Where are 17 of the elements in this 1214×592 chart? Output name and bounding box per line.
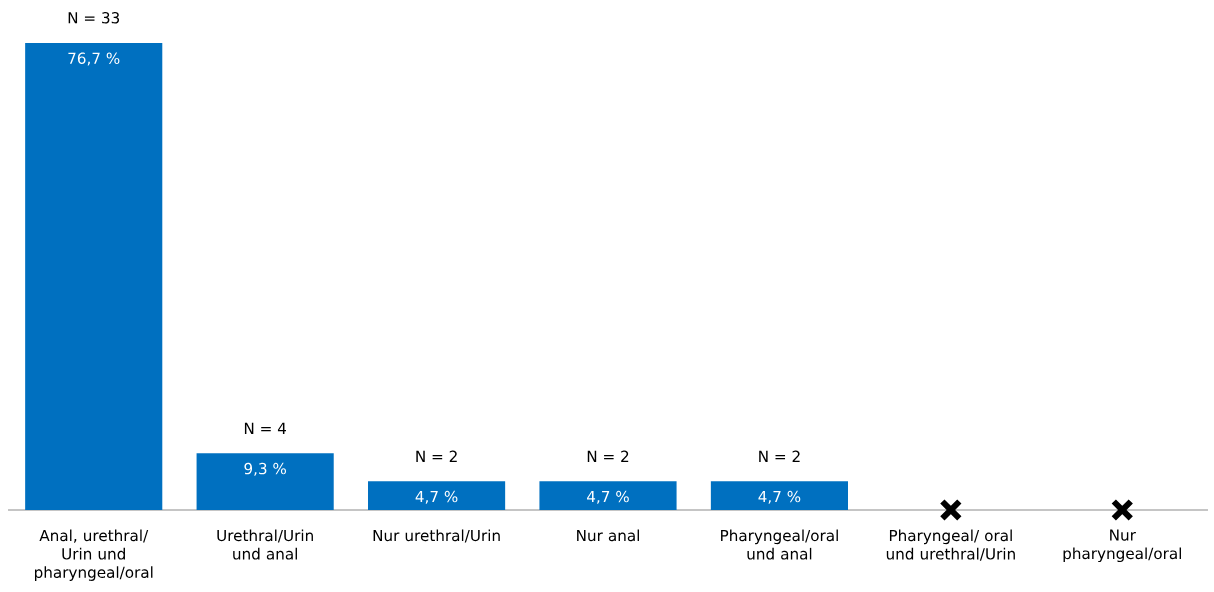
annotation: N = 2 (759, 450, 800, 462)
x-tick-label: Nur urethral/Urin (373, 529, 500, 543)
data-label: 4,7 % (587, 490, 629, 504)
x-tick-label: Anal, urethral/ Urin und pharyngeal/oral (34, 529, 153, 581)
x-tick-label: Pharyngeal/oral und anal (721, 529, 838, 560)
data-label: 76,7 % (68, 52, 120, 66)
data-label: 4,7 % (758, 490, 801, 504)
x-tick-label: Pharyngeal/ oral und urethral/Urin (886, 529, 1015, 561)
x-tick-label: Nur anal (577, 529, 639, 542)
x-tick-label: Urethral/Urin und anal (217, 529, 313, 560)
annotation: N = 4 (244, 422, 286, 434)
data-label: 4,7 % (415, 490, 458, 504)
data-label: 9,3 % (244, 462, 287, 476)
x-tick-label: Nur pharyngeal/oral (1063, 529, 1181, 563)
annotation: N = 2 (416, 450, 457, 462)
annotation: N = 2 (587, 450, 629, 462)
annotation: N = 33 (68, 12, 120, 24)
